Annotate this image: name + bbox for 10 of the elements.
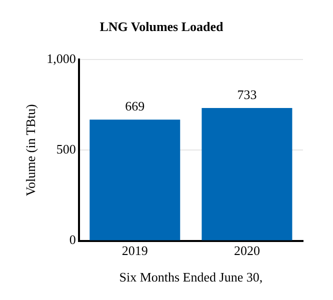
y-axis-title: Volume (in TBtu): [23, 104, 38, 196]
y-tick-label: 1,000: [46, 51, 76, 66]
x-tick-label: 2019: [122, 243, 148, 258]
y-tick-label: 500: [56, 142, 76, 157]
y-tick-label: 0: [69, 232, 76, 248]
chart-title: LNG Volumes Loaded: [100, 19, 224, 34]
data-label: 733: [237, 86, 257, 102]
x-axis-title: Six Months Ended June 30,: [119, 270, 263, 285]
data-label: 669: [125, 98, 145, 114]
x-tick-label: 2020: [234, 243, 260, 258]
